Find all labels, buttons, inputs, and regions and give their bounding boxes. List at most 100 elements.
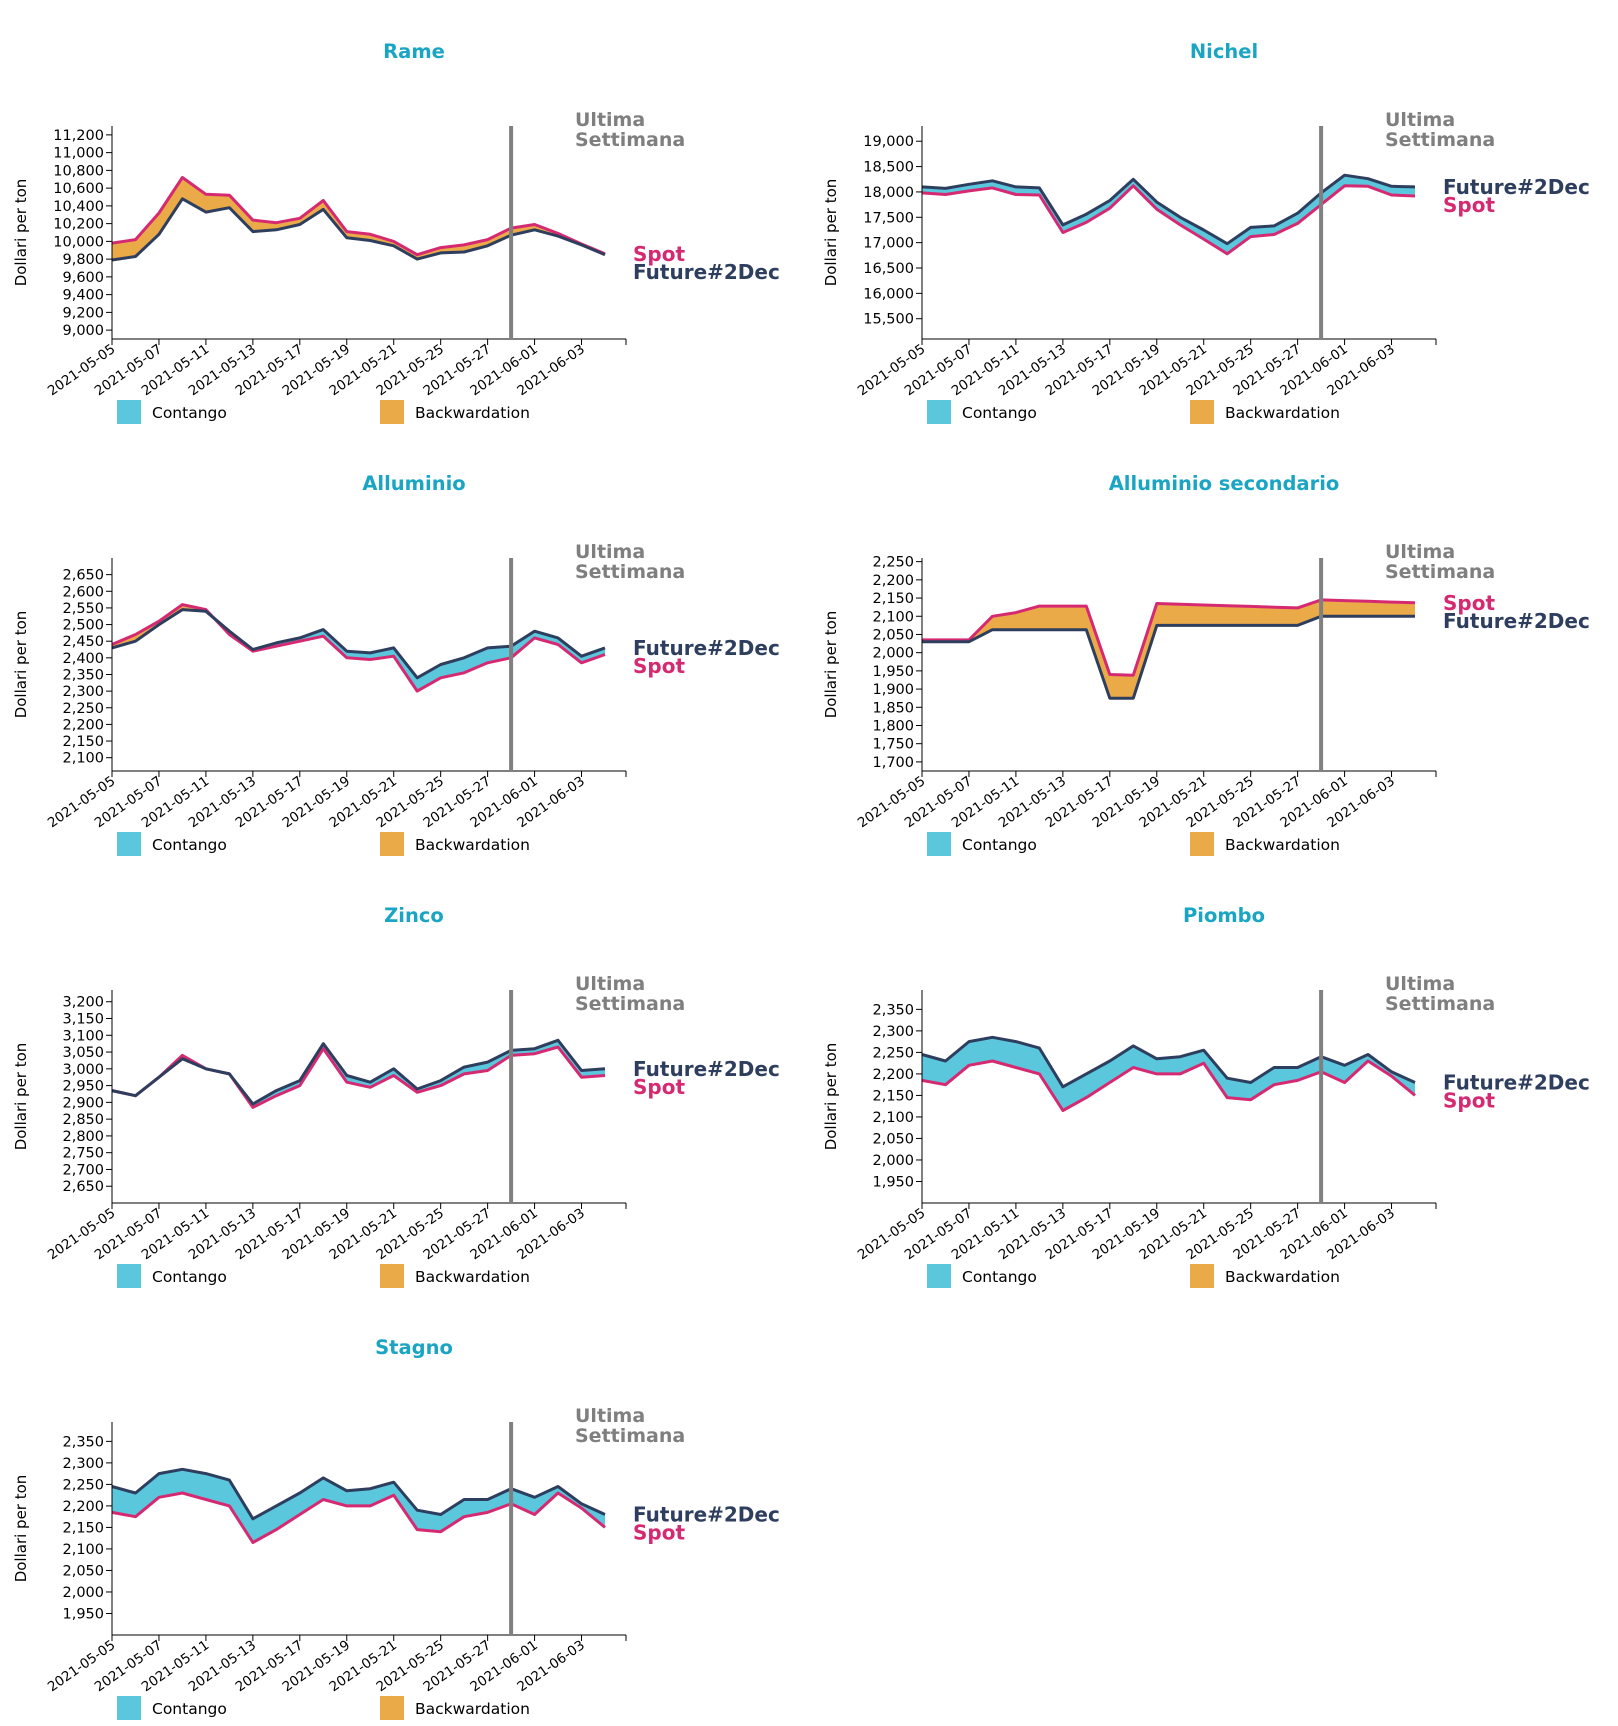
y-tick-label: 3,050: [62, 1045, 104, 1061]
y-tick-label: 2,200: [872, 573, 914, 589]
chart-svg: 2,1002,1502,2002,2502,3002,3502,4002,450…: [12, 541, 780, 856]
last-week-label: Ultima: [1385, 541, 1455, 563]
spot-end-label: Spot: [633, 242, 685, 266]
last-week-label: Ultima: [575, 109, 645, 131]
y-tick: 9,400: [62, 288, 112, 304]
y-tick: 2,000: [872, 646, 922, 662]
y-tick-label: 2,050: [872, 627, 914, 643]
legend-swatch-contango: [927, 1264, 951, 1288]
y-tick: 2,200: [62, 717, 112, 733]
legend-label-contango: Contango: [962, 404, 1037, 422]
chart-title: Piombo: [1182, 904, 1266, 927]
y-tick: 1,850: [872, 700, 922, 716]
y-tick-label: 2,150: [62, 734, 104, 750]
y-tick: 1,950: [872, 664, 922, 680]
y-tick-label: 1,900: [872, 682, 914, 698]
legend-swatch-backwardation: [380, 832, 404, 856]
future-end-label: Future#2Dec: [1443, 1071, 1590, 1095]
y-tick: 1,700: [872, 755, 922, 771]
chart-svg: 2,6502,7002,7502,8002,8502,9002,9503,000…: [12, 973, 780, 1288]
contango-area: [922, 1037, 1415, 1111]
last-week-label: Settimana: [575, 561, 685, 583]
y-tick: 1,900: [872, 682, 922, 698]
legend-label-backwardation: Backwardation: [1225, 1268, 1340, 1286]
y-tick-label: 2,100: [62, 1542, 104, 1558]
future-line: [922, 614, 1415, 700]
y-tick: 2,700: [62, 1162, 112, 1178]
spot-line: [922, 598, 1416, 677]
contango-area: [205, 1040, 605, 1108]
y-tick-label: 10,200: [53, 217, 104, 233]
y-tick: 2,650: [62, 1179, 112, 1195]
future-line: [921, 1035, 1416, 1089]
future-end-label: Future#2Dec: [633, 636, 780, 660]
backwardation-area: [112, 177, 605, 260]
y-tick: 2,450: [62, 634, 112, 650]
y-tick: 2,050: [872, 1131, 922, 1147]
future-line: [111, 1467, 606, 1521]
y-tick-label: 2,900: [62, 1095, 104, 1111]
chart-panel-alluminio: Alluminio 2,100 2,150 2,200 2,250 2,300 2,350 2…: [0, 432, 810, 862]
y-tick-label: 9,600: [62, 270, 104, 286]
y-tick-label: 2,250: [872, 1045, 914, 1061]
legend-swatch-backwardation: [380, 400, 404, 424]
y-tick-label: 2,200: [62, 1499, 104, 1515]
y-tick: 1,750: [872, 737, 922, 753]
legend-label-backwardation: Backwardation: [415, 1268, 530, 1286]
y-tick-label: 2,200: [872, 1067, 914, 1083]
spot-line: [111, 1491, 606, 1544]
y-tick-label: 16,500: [863, 261, 914, 277]
chart-title: Alluminio secondario: [1108, 472, 1340, 495]
future-line: [921, 173, 1416, 246]
y-tick-label: 2,650: [62, 568, 104, 584]
last-week-label: Settimana: [1385, 129, 1495, 151]
chart-title: Nichel: [1189, 40, 1259, 63]
y-tick: 19,000: [863, 134, 922, 150]
y-tick-label: 2,600: [62, 584, 104, 600]
y-tick-label: 2,350: [872, 1002, 914, 1018]
last-week-label: Settimana: [575, 129, 685, 151]
y-tick: 10,600: [53, 181, 112, 197]
y-tick-label: 2,500: [62, 618, 104, 634]
spot-end-label: Spot: [633, 1521, 685, 1545]
y-tick: 1,950: [62, 1606, 112, 1622]
y-tick-label: 1,950: [62, 1606, 104, 1622]
y-tick-label: 2,300: [62, 1456, 104, 1472]
y-tick-label: 2,200: [62, 717, 104, 733]
y-axis-label: Dollari per ton: [12, 611, 30, 719]
last-week-label: Ultima: [575, 973, 645, 995]
y-tick-label: 18,000: [863, 185, 914, 201]
y-tick: 2,650: [62, 568, 112, 584]
y-tick: 18,000: [863, 185, 922, 201]
chart-panel-stagno: Stagno 1,950 2,000 2,050 2,100 2,150 2,200 2,25…: [0, 1296, 810, 1726]
legend-swatch-contango: [117, 1264, 141, 1288]
legend: Contango Backwardation: [117, 1264, 530, 1288]
y-tick: 2,300: [872, 1024, 922, 1040]
y-tick-label: 16,000: [863, 286, 914, 302]
y-tick-label: 3,000: [62, 1062, 104, 1078]
y-tick-label: 10,000: [53, 234, 104, 250]
future-end-label: Future#2Dec: [633, 1057, 780, 1081]
y-tick-label: 2,850: [62, 1112, 104, 1128]
y-axis-label: Dollari per ton: [12, 179, 30, 287]
legend-label-contango: Contango: [152, 836, 227, 854]
y-tick: 2,050: [62, 1563, 112, 1579]
y-tick-label: 10,800: [53, 163, 104, 179]
y-tick-label: 2,350: [62, 667, 104, 683]
y-tick-label: 2,800: [62, 1129, 104, 1145]
future-line: [111, 608, 606, 680]
y-axis-label: Dollari per ton: [822, 179, 840, 287]
spot-line: [921, 1059, 1416, 1112]
chart-svg: 1,950 2,000 2,050 2,100 2,150 2,200 2,250 2,300…: [822, 973, 1590, 1288]
chart-panel-rame: Rame 9,000 9,200 9,400 9,600 9,800 10,000 10,20…: [0, 0, 810, 430]
y-tick-label: 9,000: [62, 323, 104, 339]
spot-line: [111, 176, 606, 257]
legend-swatch-backwardation: [1190, 1264, 1214, 1288]
y-tick: 2,500: [62, 618, 112, 634]
contango-area: [213, 617, 605, 692]
y-tick: 17,000: [863, 236, 922, 252]
chart-panel-zinco: Zinco 2,650 2,700 2,750 2,800 2,850 2,900 2,950…: [0, 864, 810, 1294]
y-tick-label: 9,800: [62, 252, 104, 268]
spot-end-label: Spot: [633, 654, 685, 678]
